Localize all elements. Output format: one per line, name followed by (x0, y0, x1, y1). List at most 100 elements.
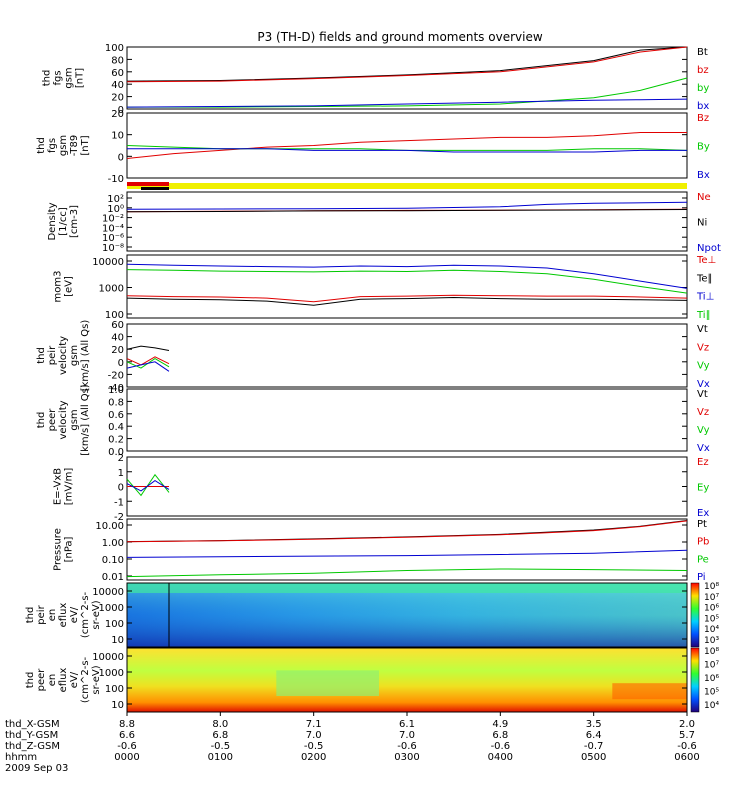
ephem-value: -0.6 (117, 741, 137, 752)
panel-fgs_dipole: -10 0 10 20 thd fgs gsm -T89 [nT] Bz By Bx (36, 109, 710, 185)
legend-vt: Vt (697, 389, 708, 400)
legend-ti∥: Ti∥ (696, 310, 711, 321)
y-axis-label: sr-eV) (91, 600, 102, 629)
x-axis-ephemeris: thd_X-GSM 8.8 8.0 7.1 6.1 4.9 3.5 2.0 thd_Y-GSM 6… (5, 712, 700, 774)
colorbar-tick-label: 10⁸ (704, 647, 719, 657)
ephem-value: -0.6 (491, 741, 511, 752)
y-axis-label: [km/s] (All Qs) (80, 384, 91, 456)
y-tick-label: 0 (118, 358, 124, 369)
legend-vz: Vz (697, 342, 709, 353)
ephem-value: 8.0 (212, 719, 228, 730)
y-axis-label: [1/cc] (58, 207, 69, 236)
ephem-value: 4.9 (492, 719, 508, 730)
y-axis-label: peir (36, 604, 47, 624)
ephem-value: 0000 (114, 752, 139, 763)
colorbar-tick-label: 10⁴ (704, 701, 719, 711)
y-tick-label: 10² (107, 194, 124, 205)
y-tick-label: -20 (108, 370, 124, 381)
legend-vx: Vx (697, 379, 710, 390)
y-axis-label: eflux (58, 668, 69, 693)
y-axis-label: en (47, 609, 58, 622)
y-axis-label: peir (47, 345, 58, 365)
y-tick-label: 100 (105, 684, 124, 695)
legend-te⊥: Te⊥ (696, 255, 716, 266)
legend-ex: Ex (697, 508, 709, 519)
series-bt (126, 46, 688, 82)
colorbar-tick-label: 10⁷ (704, 593, 719, 603)
series-ti∥ (126, 269, 688, 294)
y-tick-label: 60 (111, 68, 124, 79)
legend-ne: Ne (697, 192, 711, 203)
legend-vx: Vx (697, 443, 710, 454)
y-axis-label: [cm-3] (69, 205, 80, 238)
y-tick-label: 0 (118, 152, 124, 163)
status-bars (127, 182, 687, 190)
series-vx (126, 361, 170, 372)
ephem-value: 6.1 (399, 719, 415, 730)
y-axis-label: (cm^2-s- (80, 591, 91, 638)
series-ex (126, 479, 170, 492)
series-ni (126, 209, 688, 213)
y-axis-label: peer (47, 408, 58, 432)
panel-pressure: 10.00 1.00 0.10 0.01 Pressure [nPa] Pt Pb Pe Pi (53, 518, 709, 583)
legend-vy: Vy (697, 361, 710, 372)
y-tick-label: 1.00 (102, 538, 124, 549)
series-by (127, 77, 688, 108)
colorbar-tick-label: 10⁵ (704, 614, 719, 624)
y-axis-label: E=-VxB (53, 468, 64, 505)
y-axis-label: gsm (69, 409, 80, 430)
series-bz (126, 132, 687, 159)
y-tick-label: 0 (118, 105, 124, 116)
spectrogram-peir-top-band (127, 583, 687, 593)
ephem-row-label: thd_X-GSM (5, 719, 60, 730)
series-pt (126, 520, 688, 543)
y-axis-label: [nPa] (64, 536, 75, 562)
colorbar-tick-label: 10⁴ (704, 625, 719, 635)
y-tick-label: 40 (111, 333, 124, 344)
y-axis-label: fgs (47, 138, 58, 153)
y-tick-label: 10 (111, 131, 124, 142)
legend-te∥: Te∥ (696, 273, 713, 284)
y-axis-label: thd (36, 347, 47, 364)
y-axis-label: eflux (58, 603, 69, 628)
red-bar (127, 182, 169, 186)
y-axis-label: thd (42, 70, 53, 87)
colorbar-tick-label: 10⁶ (704, 674, 719, 684)
y-axis-label: sr-eV) (91, 665, 102, 694)
ephem-value: 7.1 (306, 719, 322, 730)
series-by (126, 145, 688, 151)
y-tick-label: 0.01 (102, 572, 124, 583)
series-te⊥ (126, 294, 688, 303)
legend-bz: Bz (697, 113, 709, 124)
y-axis-label: en (47, 674, 58, 687)
ephem-value: 0200 (301, 752, 326, 763)
y-tick-label: 20 (111, 109, 124, 120)
y-axis-label: [nT] (80, 135, 91, 155)
legend-vt: Vt (697, 324, 708, 335)
y-tick-label: 1 (118, 468, 124, 479)
spectrogram-peer-hot (612, 683, 687, 700)
y-tick-label: 0.2 (108, 435, 124, 446)
series-vz (126, 356, 170, 366)
legend-by: by (697, 83, 709, 94)
ephem-row-label: thd_Z-GSM (5, 741, 60, 752)
legend-vy: Vy (697, 425, 710, 436)
y-axis-label: (cm^2-s- (80, 656, 91, 703)
colorbar-tick-label: 10⁷ (704, 661, 719, 671)
yellow-bar (127, 183, 687, 189)
colorbar-gradient (690, 582, 700, 648)
ephem-value: 6.8 (212, 730, 228, 741)
y-tick-label: 1000 (99, 284, 124, 295)
y-tick-label: 10000 (92, 587, 124, 598)
ephem-value: 0100 (208, 752, 233, 763)
y-tick-label: -2 (114, 512, 124, 523)
y-axis-label: Pressure (53, 528, 64, 571)
series-bx (126, 98, 688, 108)
ephem-value: 2.0 (679, 719, 695, 730)
panel-efield: -2 -1 0 1 2 E=-VxB [mV/m] Ez Ey Ex (53, 453, 710, 523)
panel-frame (126, 112, 688, 179)
